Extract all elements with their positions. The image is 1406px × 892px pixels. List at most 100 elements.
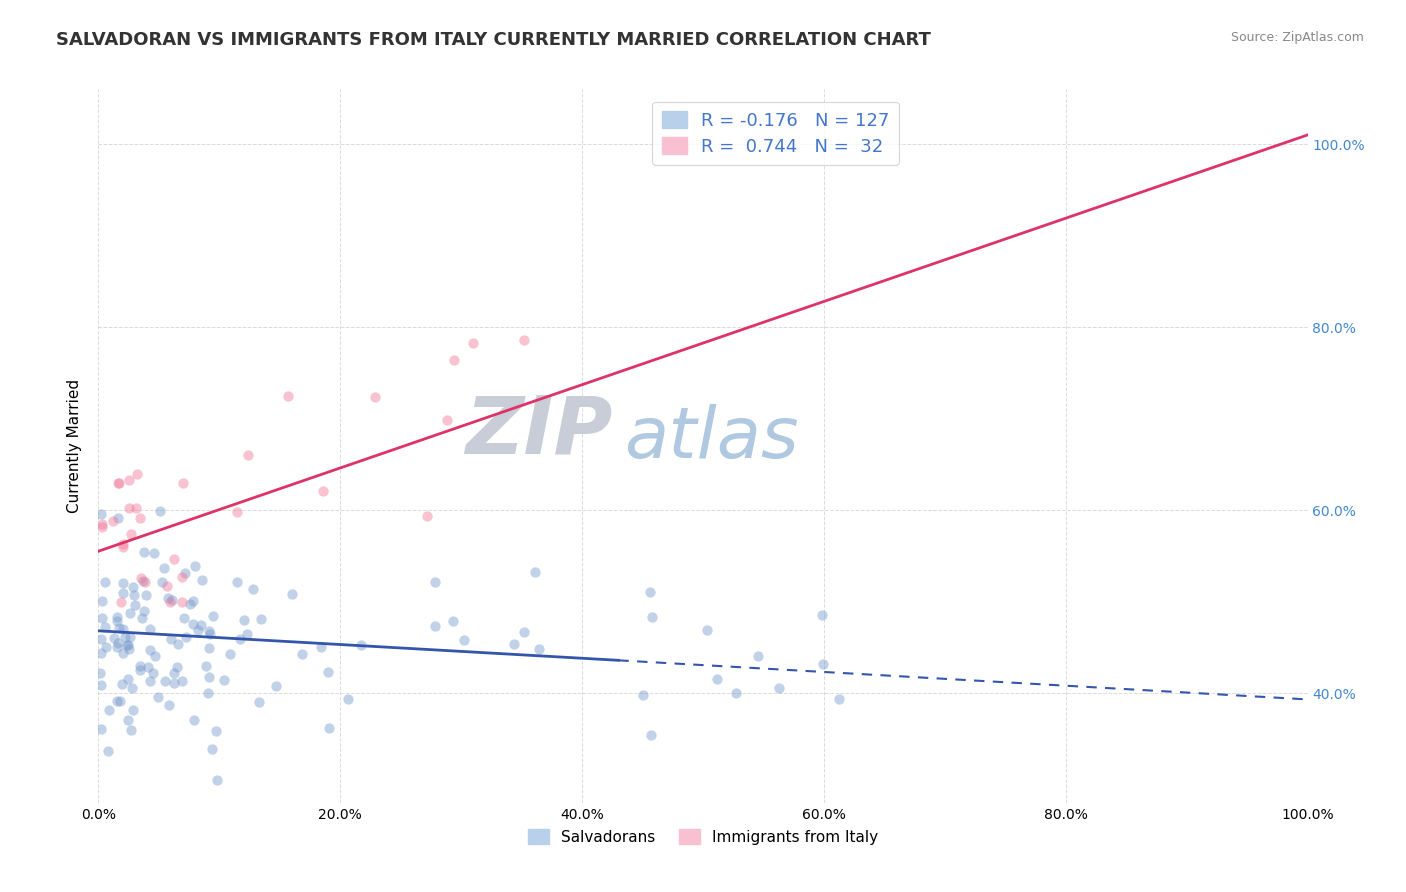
Point xyxy=(453,633,475,648)
Point xyxy=(198,640,221,655)
Point xyxy=(250,612,273,626)
Point xyxy=(747,648,769,663)
Point xyxy=(157,591,180,606)
Point xyxy=(153,560,176,574)
Point xyxy=(135,588,157,602)
Point xyxy=(336,692,359,706)
Point xyxy=(219,647,242,661)
Point xyxy=(179,597,201,611)
Point xyxy=(94,574,117,589)
Point xyxy=(142,666,165,681)
Point xyxy=(225,574,247,589)
Y-axis label: Currently Married: Currently Married xyxy=(67,379,83,513)
Point xyxy=(107,511,129,525)
Point xyxy=(90,517,112,532)
Point xyxy=(110,594,132,608)
Point xyxy=(108,694,131,708)
Point xyxy=(118,642,141,657)
Point xyxy=(120,527,142,541)
Point xyxy=(153,673,176,688)
Point xyxy=(173,611,195,625)
Point xyxy=(436,413,458,427)
Point xyxy=(90,632,112,646)
Point xyxy=(90,508,112,522)
Point xyxy=(103,631,125,645)
Point xyxy=(149,504,172,518)
Legend: Salvadorans, Immigrants from Italy: Salvadorans, Immigrants from Italy xyxy=(520,822,886,852)
Point xyxy=(132,574,155,589)
Point xyxy=(105,640,128,654)
Point xyxy=(236,626,259,640)
Point xyxy=(117,672,139,686)
Point xyxy=(112,623,135,637)
Point xyxy=(129,571,152,585)
Point xyxy=(190,617,212,632)
Point xyxy=(423,619,446,633)
Point xyxy=(129,510,152,524)
Point xyxy=(309,640,332,654)
Point xyxy=(111,541,134,555)
Text: SALVADORAN VS IMMIGRANTS FROM ITALY CURRENTLY MARRIED CORRELATION CHART: SALVADORAN VS IMMIGRANTS FROM ITALY CURR… xyxy=(56,31,931,49)
Text: atlas: atlas xyxy=(624,404,799,474)
Point xyxy=(226,505,249,519)
Point xyxy=(132,604,155,618)
Point xyxy=(242,582,264,596)
Point xyxy=(724,686,747,700)
Point xyxy=(125,467,148,482)
Point xyxy=(312,483,335,498)
Point xyxy=(187,623,209,637)
Point xyxy=(159,594,181,608)
Point xyxy=(503,637,526,651)
Point xyxy=(111,677,134,691)
Point xyxy=(170,594,193,608)
Point xyxy=(90,646,112,660)
Point xyxy=(198,670,221,684)
Point xyxy=(811,607,834,622)
Text: Source: ZipAtlas.com: Source: ZipAtlas.com xyxy=(1230,31,1364,45)
Point xyxy=(277,389,299,403)
Point xyxy=(97,743,120,757)
Point xyxy=(124,599,146,613)
Point xyxy=(112,537,135,551)
Point xyxy=(91,594,114,608)
Point xyxy=(318,665,340,680)
Point xyxy=(105,694,128,708)
Point xyxy=(118,630,141,644)
Point xyxy=(706,672,728,686)
Point xyxy=(160,592,183,607)
Point xyxy=(232,614,254,628)
Point xyxy=(121,703,143,717)
Point xyxy=(513,334,536,348)
Point xyxy=(197,624,219,638)
Point xyxy=(163,551,186,566)
Point xyxy=(811,657,834,671)
Point xyxy=(281,587,304,601)
Point xyxy=(112,586,135,600)
Point xyxy=(156,579,179,593)
Point xyxy=(143,648,166,663)
Point xyxy=(94,640,117,654)
Point xyxy=(120,723,142,738)
Point xyxy=(90,520,112,534)
Text: ZIP: ZIP xyxy=(465,392,613,471)
Point xyxy=(174,630,197,644)
Point xyxy=(181,594,204,608)
Point xyxy=(98,703,121,717)
Point xyxy=(105,609,128,624)
Point xyxy=(416,508,439,523)
Point xyxy=(90,611,112,625)
Point xyxy=(114,630,136,644)
Point xyxy=(134,545,156,559)
Point xyxy=(108,476,131,491)
Point xyxy=(827,692,849,706)
Point xyxy=(103,514,125,528)
Point xyxy=(139,643,162,657)
Point xyxy=(527,641,550,656)
Point xyxy=(768,681,790,695)
Point xyxy=(117,713,139,727)
Point xyxy=(205,724,228,739)
Point xyxy=(142,546,165,560)
Point xyxy=(201,742,224,756)
Point xyxy=(364,390,387,404)
Point xyxy=(183,713,205,727)
